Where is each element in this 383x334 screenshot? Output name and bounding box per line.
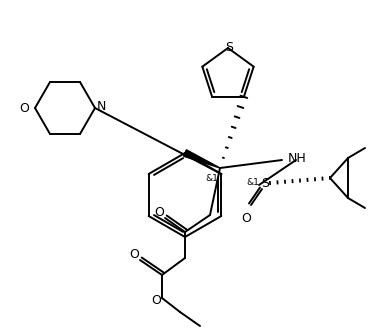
Polygon shape — [183, 150, 220, 168]
Text: N: N — [97, 100, 106, 113]
Text: S: S — [225, 40, 233, 53]
Text: NH: NH — [288, 152, 307, 165]
Text: O: O — [154, 205, 164, 218]
Text: O: O — [151, 294, 161, 307]
Text: O: O — [241, 211, 251, 224]
Text: &1: &1 — [206, 173, 218, 182]
Text: O: O — [19, 102, 29, 115]
Text: S: S — [261, 176, 269, 189]
Text: O: O — [129, 247, 139, 261]
Text: &1: &1 — [247, 177, 259, 186]
